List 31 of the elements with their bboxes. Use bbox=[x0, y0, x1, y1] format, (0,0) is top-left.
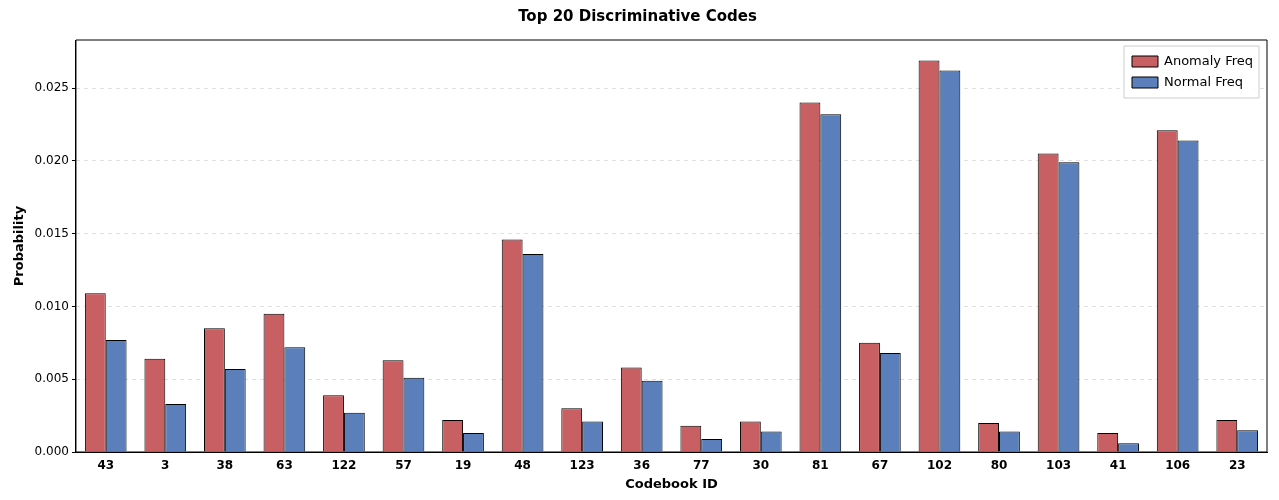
y-tick-label: 0.025 bbox=[34, 80, 69, 95]
x-tick-label: 80 bbox=[990, 458, 1008, 473]
x-tick-label: 67 bbox=[871, 458, 889, 473]
y-tick-label: 0.005 bbox=[34, 371, 69, 386]
x-tick-label: 23 bbox=[1228, 458, 1246, 473]
x-tick-label: 30 bbox=[752, 458, 770, 473]
x-tick-label: 43 bbox=[97, 458, 115, 473]
x-tick-label: 122 bbox=[331, 458, 357, 473]
x-tick-label: 102 bbox=[926, 458, 952, 473]
x-tick-label: 103 bbox=[1046, 458, 1072, 473]
x-tick-label: 106 bbox=[1165, 458, 1191, 473]
legend-label: Anomaly Freq bbox=[1164, 53, 1254, 69]
legend-label: Normal Freq bbox=[1164, 74, 1244, 90]
chart-title: Top 20 Discriminative Codes bbox=[518, 6, 757, 25]
y-tick-label: 0.010 bbox=[34, 298, 69, 313]
x-tick-label: 63 bbox=[276, 458, 293, 473]
x-tick-label: 57 bbox=[395, 458, 412, 473]
x-tick-label: 123 bbox=[569, 458, 595, 473]
y-tick-label: 0.015 bbox=[34, 225, 69, 240]
y-axis-title: Probability bbox=[11, 205, 27, 287]
x-tick-label: 81 bbox=[812, 458, 829, 473]
x-axis-title: Codebook ID bbox=[625, 475, 718, 491]
y-tick-label: 0.000 bbox=[34, 444, 69, 459]
x-tick-label: 19 bbox=[454, 458, 472, 473]
x-tick-label: 48 bbox=[514, 458, 531, 473]
x-tick-label: 3 bbox=[161, 458, 170, 473]
x-tick-label: 36 bbox=[633, 458, 651, 473]
y-tick-label: 0.020 bbox=[34, 152, 69, 167]
x-tick-label: 38 bbox=[216, 458, 234, 473]
x-tick-label: 77 bbox=[692, 458, 710, 473]
x-tick-label: 41 bbox=[1109, 458, 1127, 473]
